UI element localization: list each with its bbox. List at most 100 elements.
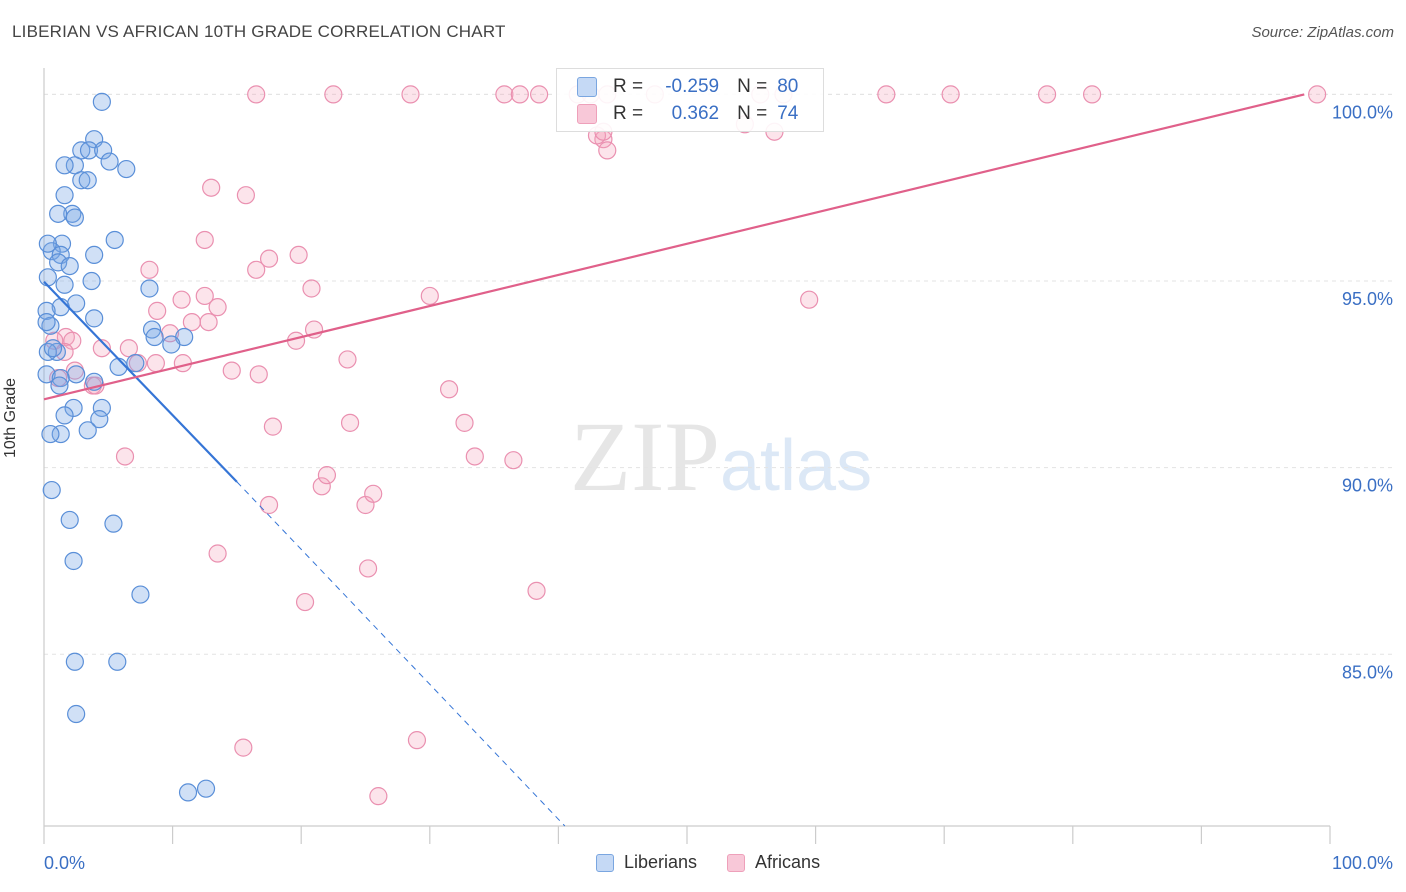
africans-point bbox=[259, 249, 279, 268]
africans-point bbox=[465, 447, 484, 466]
africans-point bbox=[208, 544, 227, 563]
liberians-point bbox=[49, 204, 68, 223]
liberians-point bbox=[117, 159, 136, 179]
africans-point bbox=[236, 186, 256, 205]
liberians-point bbox=[145, 327, 164, 347]
liberians-point bbox=[94, 141, 113, 160]
liberians-point bbox=[65, 208, 84, 227]
africans-point bbox=[527, 581, 546, 600]
africans-point bbox=[439, 380, 459, 399]
liberians-point bbox=[79, 141, 99, 160]
africans-point bbox=[510, 85, 529, 104]
africans-point bbox=[295, 592, 315, 612]
liberians-point bbox=[41, 424, 60, 444]
africans-point bbox=[259, 495, 279, 515]
y-tick-label: 100.0% bbox=[1332, 102, 1393, 122]
africans-point bbox=[195, 230, 214, 250]
x-tick-label: 100.0% bbox=[1332, 853, 1393, 873]
liberians-point bbox=[131, 585, 150, 604]
liberians-point bbox=[43, 339, 63, 358]
africans-point bbox=[598, 141, 617, 160]
liberians-point bbox=[90, 410, 109, 429]
legend-item-africans[interactable]: Africans bbox=[727, 852, 820, 873]
liberians-point bbox=[92, 398, 111, 418]
n-value: 74 bbox=[777, 103, 799, 124]
africans-point bbox=[140, 260, 159, 279]
tick-labels: 85.0% 90.0% 95.0% 100.0% 0.0% 100.0% bbox=[44, 102, 1393, 873]
africans-point bbox=[146, 354, 165, 373]
africans-point bbox=[324, 85, 343, 104]
africans-point bbox=[173, 354, 192, 373]
liberians-point bbox=[60, 510, 79, 530]
africans-point bbox=[234, 738, 253, 757]
africans-point bbox=[263, 417, 283, 436]
legend-africans-label: Africans bbox=[755, 852, 821, 872]
legend-item-liberians[interactable]: Liberians bbox=[596, 852, 697, 873]
africans-point bbox=[495, 85, 514, 104]
watermark-atlas: atlas bbox=[720, 426, 872, 506]
africans-point bbox=[358, 559, 378, 578]
africans-point bbox=[148, 301, 167, 320]
liberians-point bbox=[162, 335, 181, 354]
africans-point bbox=[247, 85, 266, 104]
r-label: R = bbox=[613, 103, 644, 124]
africans-point bbox=[312, 477, 331, 496]
stats-box: R = -0.259 N = 80 R = 0.362 N = 74 bbox=[556, 68, 824, 132]
liberians-trend-extension bbox=[236, 481, 566, 827]
r-label: R = bbox=[613, 76, 644, 97]
liberians-point bbox=[196, 779, 216, 798]
stats-row-africans: R = 0.362 N = 74 bbox=[577, 102, 798, 126]
liberians-point bbox=[37, 365, 56, 384]
n-label: N = bbox=[737, 76, 768, 97]
liberians-point bbox=[142, 320, 162, 339]
r-value: -0.259 bbox=[665, 76, 720, 97]
africans-swatch bbox=[577, 104, 597, 124]
stats-row-liberians: R = -0.259 N = 80 bbox=[577, 75, 798, 99]
liberians-point bbox=[55, 186, 74, 205]
trend-lines bbox=[43, 93, 1305, 827]
africans-point bbox=[877, 85, 896, 104]
chart-title: LIBERIAN VS AFRICAN 10TH GRADE CORRELATI… bbox=[12, 22, 506, 41]
liberians-trend-line bbox=[43, 281, 238, 483]
liberians-point bbox=[49, 253, 68, 272]
africans-point bbox=[92, 339, 111, 358]
africans-point bbox=[1308, 85, 1327, 104]
africans-point bbox=[195, 286, 214, 306]
africans-point bbox=[302, 279, 321, 298]
liberians-point bbox=[50, 376, 69, 395]
legend-africans-swatch bbox=[727, 853, 746, 872]
africans-point bbox=[317, 466, 337, 485]
liberians-point bbox=[82, 271, 101, 291]
liberians-point bbox=[60, 256, 79, 276]
liberians-point bbox=[104, 514, 123, 533]
liberians-point bbox=[85, 245, 104, 265]
gridlines bbox=[44, 93, 1392, 655]
liberians-swatch bbox=[577, 77, 597, 97]
liberians-point bbox=[92, 92, 111, 111]
africans-point bbox=[941, 85, 960, 104]
africans-point bbox=[182, 312, 201, 332]
africans-trend-line bbox=[43, 93, 1305, 401]
africans-point bbox=[289, 245, 308, 265]
n-value: 80 bbox=[777, 76, 799, 97]
watermark-zip: ZIP bbox=[570, 401, 720, 512]
liberians-point bbox=[67, 704, 86, 724]
y-tick-label: 90.0% bbox=[1342, 476, 1393, 496]
liberians-point bbox=[51, 368, 70, 388]
africans-point bbox=[530, 85, 549, 104]
africans-point bbox=[340, 413, 360, 432]
legend-liberians-swatch bbox=[596, 853, 614, 872]
africans-point bbox=[1037, 85, 1057, 104]
liberians-point bbox=[38, 234, 57, 253]
y-tick-label: 85.0% bbox=[1342, 662, 1393, 682]
y-tick-label: 95.0% bbox=[1342, 289, 1393, 309]
liberians-point bbox=[178, 783, 198, 802]
africans-point bbox=[1082, 85, 1102, 104]
liberians-point bbox=[67, 294, 86, 313]
africans-point bbox=[199, 312, 218, 332]
liberians-point bbox=[65, 652, 84, 671]
x-tick-label: 0.0% bbox=[44, 853, 85, 873]
r-value: 0.362 bbox=[671, 103, 720, 124]
source-label: Source: ZipAtlas.com bbox=[1251, 24, 1394, 41]
